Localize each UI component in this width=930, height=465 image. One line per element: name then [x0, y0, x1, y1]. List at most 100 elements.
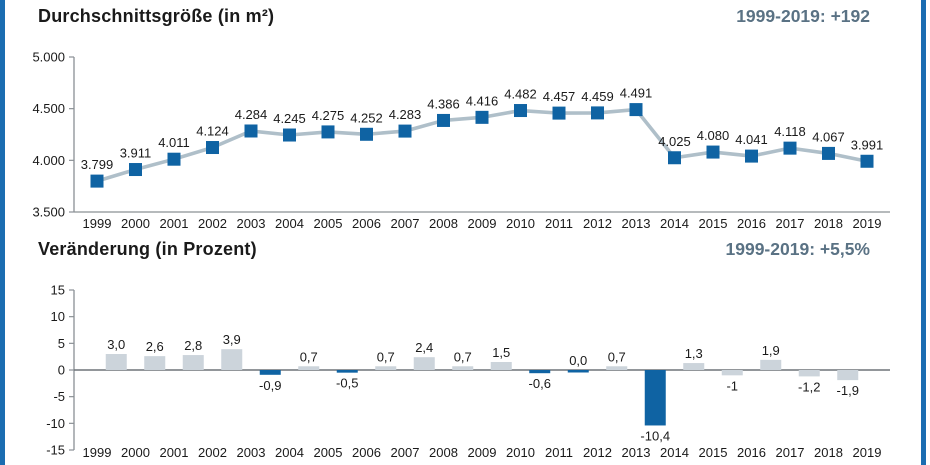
x-tick-label: 2001	[160, 445, 189, 460]
point-label-2000: 3.911	[120, 146, 152, 161]
bar-label-2015: 1,3	[685, 346, 703, 361]
y-tick-label: 4.000	[32, 153, 65, 168]
bar-label-2000: 3,0	[107, 337, 125, 352]
change-chart-summary: 1999-2019: +5,5%	[725, 239, 871, 259]
x-tick-label: 2002	[198, 216, 227, 231]
marker-2012	[591, 106, 604, 120]
x-tick-label: 2003	[237, 445, 266, 460]
size-chart-title: Durchschnittsgröße (in m²)	[38, 6, 275, 26]
bar-2013	[606, 366, 628, 370]
marker-2019	[860, 154, 874, 168]
x-tick-label: 2015	[699, 216, 728, 231]
x-tick-label: 2017	[776, 445, 805, 460]
marker-2004	[283, 128, 296, 142]
marker-2014	[668, 151, 681, 165]
bar-label-2003: 3,9	[223, 332, 241, 347]
bar-2003	[221, 349, 243, 370]
bar-label-2019: -1,9	[837, 383, 859, 398]
point-label-2019: 3.991	[851, 137, 884, 152]
x-tick-label: 2009	[468, 216, 497, 231]
bar-2014	[644, 370, 666, 426]
bar-2007	[375, 366, 397, 370]
bar-2004	[259, 370, 281, 375]
point-label-2017: 4.118	[774, 124, 806, 139]
marker-2009	[475, 110, 489, 124]
point-label-2007: 4.283	[389, 107, 422, 122]
x-tick-label: 1999	[83, 445, 112, 460]
marker-2006	[360, 127, 373, 141]
marker-2007	[398, 124, 412, 138]
bar-2002	[182, 355, 204, 370]
marker-2005	[321, 125, 335, 139]
point-label-2006: 4.252	[350, 110, 383, 125]
x-tick-label: 2005	[314, 216, 343, 231]
x-tick-label: 2006	[352, 216, 381, 231]
x-tick-label: 2011	[545, 445, 573, 460]
marker-2016	[745, 149, 758, 163]
average-size-line-chart: 5.000 4.500 4.000 3.500 3.799 3.911 4.011 4.124…	[32, 50, 890, 231]
bar-2000	[105, 354, 127, 370]
x-tick-label: 2013	[622, 445, 651, 460]
x-tick-label: 2006	[352, 445, 381, 460]
y-tick-label: -10	[46, 416, 65, 431]
point-label-2018: 4.067	[812, 129, 845, 144]
point-label-2009: 4.416	[466, 93, 499, 108]
bar-label-2004: -0,9	[259, 378, 281, 393]
y-tick-label: 5.000	[32, 50, 65, 65]
bar-2017	[760, 359, 782, 370]
x-tick-label: 2008	[429, 445, 458, 460]
x-tick-label: 2010	[506, 216, 535, 231]
marker-2008	[437, 113, 450, 127]
x-tick-label: 2012	[583, 216, 612, 231]
marker-1999	[90, 174, 104, 188]
bar-label-2013: 0,7	[608, 349, 626, 364]
point-label-1999: 3.799	[81, 157, 114, 172]
size-chart-summary: 1999-2019: +192	[736, 6, 870, 26]
bar-2005	[298, 366, 320, 370]
bar-label-2018: -1,2	[798, 379, 820, 394]
x-tick-label: 2002	[198, 445, 227, 460]
point-label-2011: 4.457	[543, 89, 576, 104]
bar-label-2005: 0,7	[300, 349, 318, 364]
bar-label-2017: 1,9	[762, 343, 780, 358]
point-label-2002: 4.124	[196, 124, 229, 139]
bar-2008	[413, 357, 435, 370]
x-tick-label: 2015	[699, 445, 728, 460]
bar-2019	[837, 370, 859, 381]
bar-2011	[529, 370, 551, 374]
marker-2018	[822, 146, 835, 160]
frame-right-border	[921, 0, 926, 465]
point-label-2013: 4.491	[620, 86, 653, 101]
marker-2017	[783, 141, 797, 155]
x-tick-label: 2009	[468, 445, 497, 460]
y-tick-label: 10	[51, 309, 65, 324]
bar-2009	[452, 366, 474, 370]
y-tick-label: -5	[53, 389, 65, 404]
bar-label-2008: 2,4	[415, 340, 433, 355]
x-tick-label: 2000	[121, 445, 150, 460]
bar-label-2009: 0,7	[454, 349, 472, 364]
bar-label-2001: 2,6	[146, 339, 164, 354]
x-tick-label: 1999	[83, 216, 112, 231]
x-tick-label: 2004	[275, 216, 304, 231]
bar-label-2006: -0,5	[336, 376, 358, 391]
x-tick-label: 2003	[237, 216, 266, 231]
x-tick-label: 2017	[776, 216, 805, 231]
y-tick-label: 3.500	[32, 205, 65, 220]
x-tick-label: 2016	[737, 445, 766, 460]
x-tick-label: 2014	[660, 216, 689, 231]
bar-2010	[490, 362, 512, 370]
bar-2016	[721, 370, 743, 376]
marker-2001	[167, 152, 181, 166]
x-tick-label: 2008	[429, 216, 458, 231]
point-label-2003: 4.284	[235, 107, 268, 122]
x-tick-label: 2016	[737, 216, 766, 231]
bar-2012	[567, 370, 589, 373]
point-label-2015: 4.080	[697, 128, 730, 143]
point-label-2008: 4.386	[427, 96, 460, 111]
y-tick-label: 5	[58, 336, 65, 351]
point-label-2016: 4.041	[735, 132, 768, 147]
point-label-2014: 4.025	[658, 134, 691, 149]
x-tick-label: 2012	[583, 445, 612, 460]
size-chart-header: Durchschnittsgröße (in m²) 1999-2019: +1…	[38, 6, 870, 27]
